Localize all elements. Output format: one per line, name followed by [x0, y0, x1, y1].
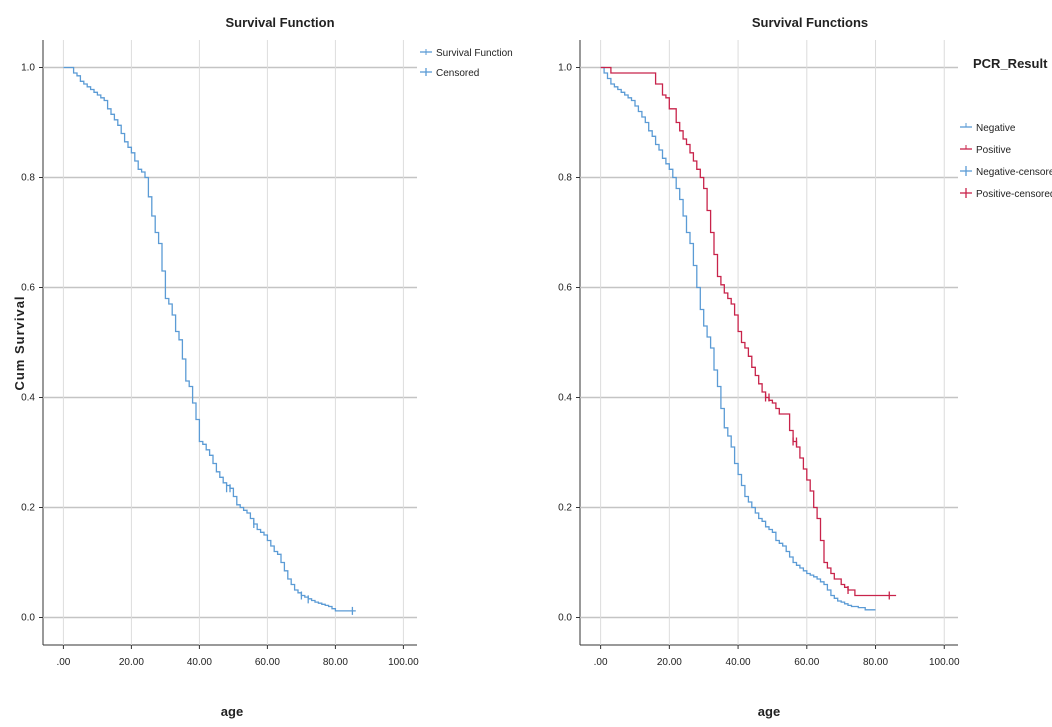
- y-tick-label: 0.2: [21, 503, 35, 514]
- legend-label-censored: Censored: [436, 68, 479, 79]
- y-tick-label: 0.6: [21, 283, 35, 294]
- y-tick-label: 0.4: [21, 393, 35, 404]
- x-tick-label: 80.00: [863, 657, 888, 668]
- legend-label-survival-function: Survival Function: [436, 48, 513, 59]
- legend-label-positive: Positive: [976, 145, 1011, 156]
- x-tick-label: 80.00: [323, 657, 348, 668]
- y-tick-label: 0.8: [21, 173, 35, 184]
- left-plot-area: [63, 66, 356, 615]
- x-tick-label: 40.00: [187, 657, 212, 668]
- x-tick-label: 40.00: [726, 657, 751, 668]
- left-y-axis-label: Cum Survival: [12, 295, 27, 390]
- left-legend: Survival Function Censored: [420, 48, 513, 79]
- right-tick-labels: 0.0 0.2 0.4 0.6 0.8 1.0 .00 20.00 40.00 60.00 80.0…: [558, 63, 960, 669]
- x-tick-label: 60.00: [794, 657, 819, 668]
- left-tick-labels: 0.0 0.2 0.4 0.6 0.8 1.0 .00 20.00 40.00 60.00 80.0…: [21, 63, 419, 669]
- y-tick-label: 1.0: [21, 63, 35, 74]
- y-tick-label: 1.0: [558, 63, 572, 74]
- x-tick-label: 20.00: [657, 657, 682, 668]
- legend-label-negative: Negative: [976, 123, 1016, 134]
- y-tick-label: 0.6: [558, 283, 572, 294]
- y-tick-label: 0.2: [558, 503, 572, 514]
- series-line-positive: [600, 66, 897, 597]
- y-tick-label: 0.0: [558, 613, 572, 624]
- x-tick-label: 100.00: [929, 657, 960, 668]
- x-tick-label: .00: [56, 657, 70, 668]
- legend-title-pcr-result: PCR_Result: [973, 56, 1048, 71]
- series-line-negative: [600, 66, 876, 611]
- right-gridlines: [580, 40, 958, 645]
- right-x-axis-label: age: [758, 704, 780, 719]
- x-tick-label: 20.00: [119, 657, 144, 668]
- right-plot-area: [600, 66, 897, 611]
- y-tick-label: 0.4: [558, 393, 572, 404]
- series-line-survival: [63, 66, 356, 612]
- right-chart: Survival Functions 0.0 0.2 0.4 0.6 0.8 1.0 .00…: [558, 15, 1052, 719]
- right-chart-title: Survival Functions: [752, 15, 868, 30]
- left-gridlines: [43, 40, 417, 645]
- x-tick-label: 60.00: [255, 657, 280, 668]
- left-chart: Survival Function 0.0 0.2 0.4 0.6 0.8 1.0 .00 2…: [12, 15, 513, 719]
- y-tick-label: 0.0: [21, 613, 35, 624]
- legend-label-negative-censored: Negative-censored: [976, 167, 1052, 178]
- x-tick-label: 100.00: [388, 657, 419, 668]
- right-legend: PCR_Result Negative Positive Negative-ce…: [960, 56, 1052, 200]
- x-tick-label: .00: [594, 657, 608, 668]
- legend-label-positive-censored: Positive-censored: [976, 189, 1052, 200]
- left-x-axis-label: age: [221, 704, 243, 719]
- y-tick-label: 0.8: [558, 173, 572, 184]
- left-chart-title: Survival Function: [225, 15, 334, 30]
